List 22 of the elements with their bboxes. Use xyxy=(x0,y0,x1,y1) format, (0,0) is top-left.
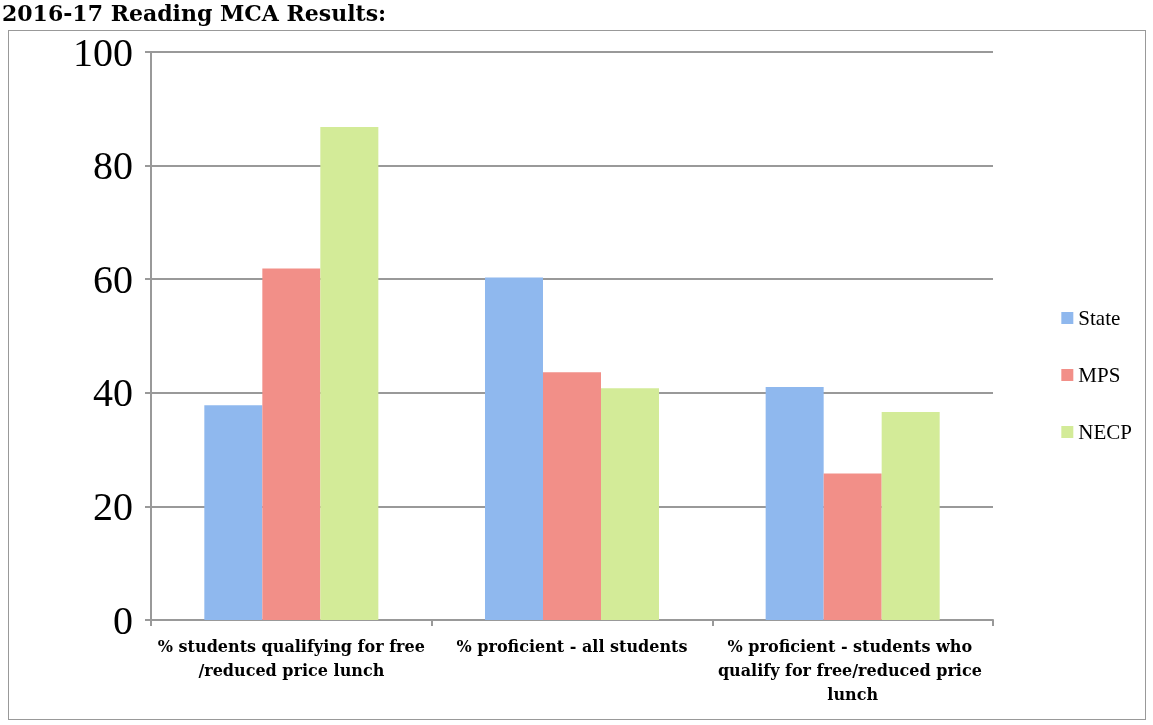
bar xyxy=(320,126,379,620)
bar xyxy=(765,387,824,620)
y-tick-label: 0 xyxy=(113,597,133,643)
x-tick-label: % students qualifying for free/reduced price lunch xyxy=(157,636,425,680)
y-tick-label: 100 xyxy=(73,29,133,75)
legend-label: State xyxy=(1078,306,1121,330)
x-tick-label: % proficient - all students xyxy=(456,636,688,656)
bar xyxy=(543,372,601,620)
bar xyxy=(262,268,321,620)
x-tick-label: % proficient - students who qualify for free/reduced price lunch xyxy=(717,636,988,704)
bar xyxy=(881,412,940,620)
legend-label: NECP xyxy=(1078,420,1133,444)
bar xyxy=(823,473,882,620)
y-tick-label: 60 xyxy=(93,256,133,302)
y-tick-label: 20 xyxy=(93,483,133,529)
bar xyxy=(601,388,660,620)
bar xyxy=(484,277,543,620)
bar xyxy=(204,405,263,620)
chart-title: 2016-17 Reading MCA Results: xyxy=(2,0,387,26)
y-tick-label: 40 xyxy=(93,370,133,416)
legend-label: MPS xyxy=(1078,363,1121,387)
y-tick-label: 80 xyxy=(93,143,133,189)
